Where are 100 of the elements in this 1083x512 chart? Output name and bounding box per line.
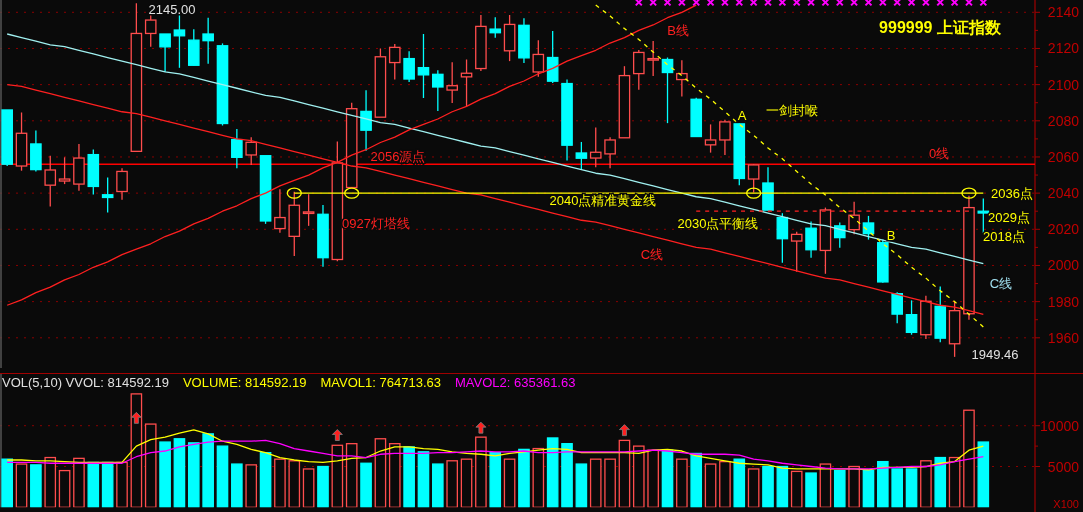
bar	[877, 460, 889, 508]
bar	[73, 457, 85, 508]
bar	[833, 469, 846, 508]
bar	[747, 468, 760, 508]
bar	[604, 458, 616, 508]
y-tick-label: 2020	[1047, 221, 1080, 238]
bar	[403, 446, 415, 508]
candlestick	[604, 136, 616, 170]
bar	[173, 438, 186, 508]
y-tick-label: 2120	[1047, 40, 1080, 57]
bar	[589, 458, 602, 508]
line-series	[6, 439, 984, 470]
y-tick-label: 2100	[1047, 76, 1080, 93]
bar	[101, 461, 114, 508]
bar	[274, 458, 286, 508]
bar	[15, 463, 28, 508]
bar	[704, 463, 717, 508]
bar	[561, 443, 573, 508]
bar	[360, 462, 372, 508]
point	[331, 429, 343, 441]
bar	[30, 464, 42, 508]
bar	[116, 461, 128, 508]
bar	[446, 460, 458, 508]
bar	[719, 460, 731, 508]
bar	[345, 443, 358, 508]
bar	[575, 463, 588, 508]
line-series	[6, 429, 984, 471]
annotation: 一剑封喉	[766, 103, 818, 118]
y-axis-title: X100	[1053, 498, 1079, 511]
annotation: MAVOL1: 764713.63	[320, 374, 441, 390]
candlestick	[231, 128, 243, 170]
bar	[374, 438, 387, 508]
annotation: 2029点	[988, 210, 1030, 225]
annotation: 2018点	[983, 229, 1025, 244]
y-tick-label: 2060	[1047, 148, 1080, 165]
bar	[245, 464, 258, 508]
y-tick-label: 1960	[1047, 329, 1080, 346]
bar	[848, 465, 860, 508]
bar	[790, 470, 803, 508]
bar	[733, 458, 746, 508]
candlestick	[561, 78, 573, 162]
point	[619, 424, 630, 437]
y-tick-label: 2080	[1047, 112, 1080, 129]
bar	[144, 423, 157, 508]
bar	[388, 443, 401, 508]
bar	[432, 463, 444, 508]
candlestick	[73, 143, 85, 192]
bar	[546, 437, 559, 508]
bar	[317, 465, 329, 508]
annotation: C线	[989, 276, 1013, 291]
bar	[288, 460, 301, 508]
candlestick	[403, 50, 415, 83]
candlestick	[676, 59, 688, 98]
bar	[518, 448, 530, 508]
annotation: VOLUME: 814592.19	[182, 374, 307, 390]
annotation: 0线	[928, 146, 950, 161]
annotation: 2040点精准黄金线	[549, 193, 657, 208]
candlestick	[805, 220, 817, 259]
point	[130, 411, 142, 424]
bar	[776, 465, 789, 508]
y-tick-label: 10000	[1040, 417, 1080, 434]
bar	[58, 469, 71, 508]
candlestick	[518, 17, 530, 64]
annotation: C线	[640, 247, 664, 262]
annotation: VOL(5,10) VVOL: 814592.19	[2, 374, 169, 390]
bar	[475, 436, 487, 508]
bar	[948, 456, 961, 508]
annotation: 1949.46	[971, 347, 1019, 362]
bar	[1, 458, 13, 508]
y-tick-label: 5000	[1047, 458, 1080, 475]
candlestick	[417, 33, 430, 99]
bar	[532, 447, 545, 508]
bar	[202, 433, 214, 508]
bar	[87, 461, 100, 508]
annotation: B线	[667, 23, 689, 38]
bar	[819, 463, 832, 508]
annotation: B	[886, 228, 896, 243]
annotation: A	[737, 108, 747, 123]
candlestick	[920, 295, 932, 340]
bar	[905, 468, 918, 508]
candlestick	[30, 129, 42, 173]
candlestick	[202, 17, 214, 65]
bar	[632, 445, 645, 508]
bar	[302, 468, 315, 508]
bar	[489, 451, 502, 508]
bar	[762, 465, 774, 508]
bar	[159, 441, 171, 508]
bar	[963, 409, 975, 508]
annotation: MAVOL2: 635361.63	[454, 374, 576, 390]
bar	[661, 449, 674, 508]
point	[475, 421, 487, 434]
candlestick	[116, 167, 128, 201]
bar	[934, 456, 947, 508]
bar	[231, 463, 243, 508]
bar	[216, 445, 229, 508]
bar	[690, 452, 703, 508]
text: 999999 上证指数	[879, 19, 1002, 36]
y-tick-label: 1980	[1047, 293, 1080, 310]
y-tick-label: 2040	[1047, 185, 1080, 202]
bar	[977, 441, 990, 508]
